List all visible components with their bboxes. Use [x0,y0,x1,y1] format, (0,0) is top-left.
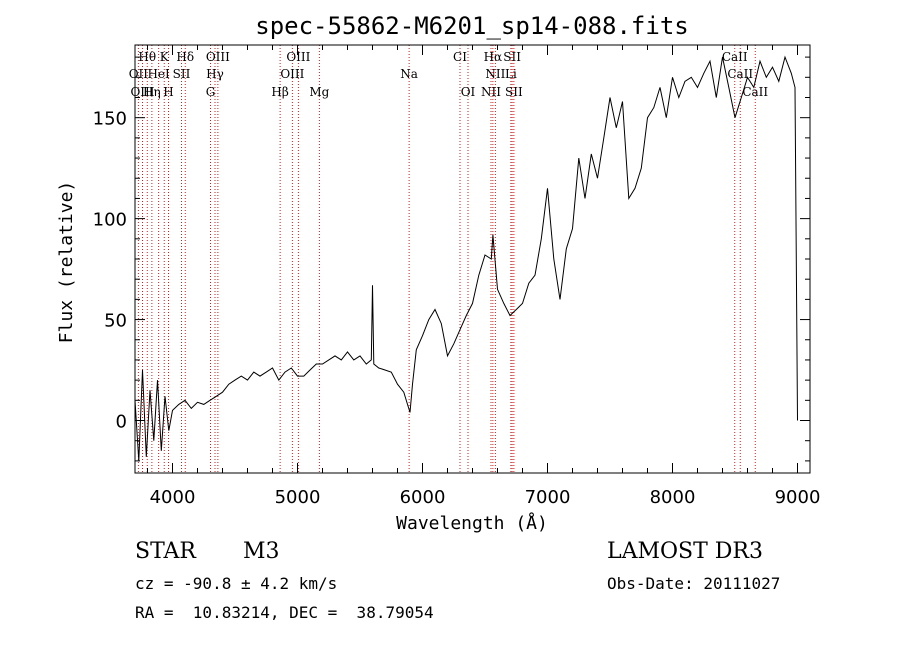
y-tick-label: 0 [116,412,127,433]
subclass-label: M3 [243,539,280,564]
x-axis-label: Wavelength (Å) [396,512,548,534]
line-label: NII [481,85,501,99]
spectrum-line [134,55,798,461]
x-tick-label: 8000 [650,487,696,508]
line-markers [137,45,756,473]
line-label: K [160,50,170,64]
line-label: OII [129,67,149,81]
line-label: OI [461,85,476,99]
y-axis-ticks: 0 50 100 150 [93,56,810,462]
chart-title: spec-55862-M6201_sp14-088.fits [255,12,688,40]
line-label: Hβ [271,85,288,99]
line-label: SII [173,67,191,81]
line-label: Hγ [206,67,224,81]
line-label: CaII [722,50,748,64]
line-label: Hδ [176,50,194,64]
line-label: HeI [147,67,170,81]
x-tick-label: 4000 [150,487,196,508]
y-axis-label: Flux (relative) [56,181,77,344]
class-label: STAR [135,539,196,564]
line-label: H [163,85,173,99]
line-label: SII [503,50,521,64]
obs-date-label: Obs-Date: 20111027 [607,574,781,593]
line-label: SII [505,85,523,99]
y-tick-label: 50 [104,311,127,332]
x-tick-label: 7000 [525,487,571,508]
coordinates-label: RA = 10.83214, DEC = 38.79054 [135,603,434,622]
x-tick-label: 9000 [775,487,821,508]
x-tick-label: 5000 [275,487,321,508]
line-label: Hθ [138,50,156,64]
line-label: Na [400,67,418,81]
line-label: G [206,85,216,99]
line-label: Li [505,67,517,81]
y-tick-label: 100 [93,210,127,231]
survey-label: LAMOST DR3 [607,539,763,564]
line-label: CI [453,50,467,64]
line-label: NII [485,67,505,81]
line-label: OIII [280,67,304,81]
line-label: OIII [286,50,310,64]
plot-frame [134,44,811,474]
line-label: OIII [130,85,154,99]
line-label: CaII [727,67,753,81]
line-label: Hα [484,50,503,64]
x-axis-ticks: 4000 5000 6000 7000 8000 9000 [147,45,821,508]
y-tick-label: 150 [93,109,127,130]
redshift-label: cz = -90.8 ± 4.2 km/s [135,574,338,593]
x-tick-label: 6000 [400,487,446,508]
line-label: OIII [206,50,230,64]
line-label: Hη [143,85,161,99]
line-label: Mg [309,85,329,99]
line-label: CaII [742,85,768,99]
